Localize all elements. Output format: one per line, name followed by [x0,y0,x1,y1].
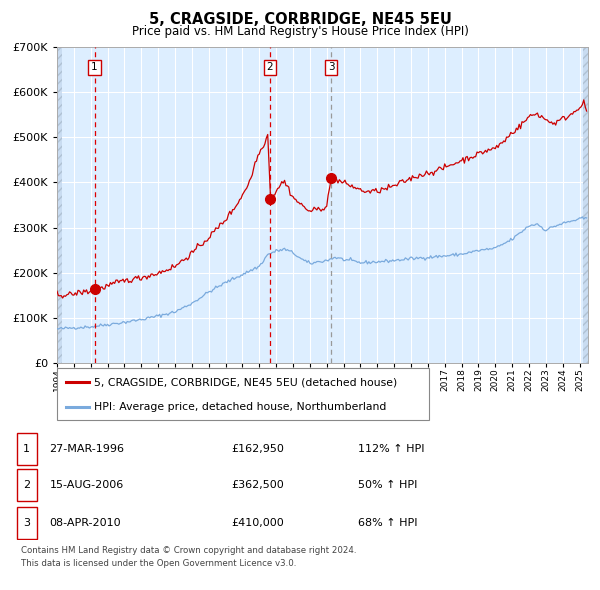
Text: 1: 1 [23,444,30,454]
Text: This data is licensed under the Open Government Licence v3.0.: This data is licensed under the Open Gov… [21,559,296,568]
Text: £162,950: £162,950 [231,444,284,454]
FancyBboxPatch shape [57,368,429,420]
Text: 3: 3 [23,518,30,528]
Text: 1: 1 [91,63,98,73]
Text: HPI: Average price, detached house, Northumberland: HPI: Average price, detached house, Nort… [94,402,386,412]
Bar [583,47,589,363]
Text: Price paid vs. HM Land Registry's House Price Index (HPI): Price paid vs. HM Land Registry's House … [131,25,469,38]
Text: £362,500: £362,500 [231,480,284,490]
Text: 5, CRAGSIDE, CORBRIDGE, NE45 5EU (detached house): 5, CRAGSIDE, CORBRIDGE, NE45 5EU (detach… [94,377,397,387]
Text: 50% ↑ HPI: 50% ↑ HPI [358,480,417,490]
Text: 68% ↑ HPI: 68% ↑ HPI [358,518,417,528]
Text: Contains HM Land Registry data © Crown copyright and database right 2024.: Contains HM Land Registry data © Crown c… [21,546,356,555]
Text: 2: 2 [266,63,273,73]
Text: 08-APR-2010: 08-APR-2010 [49,518,121,528]
Text: 27-MAR-1996: 27-MAR-1996 [49,444,124,454]
FancyBboxPatch shape [17,469,37,501]
Text: 5, CRAGSIDE, CORBRIDGE, NE45 5EU: 5, CRAGSIDE, CORBRIDGE, NE45 5EU [149,12,451,27]
Text: £410,000: £410,000 [231,518,284,528]
Text: 15-AUG-2006: 15-AUG-2006 [49,480,124,490]
FancyBboxPatch shape [17,507,37,539]
Text: 3: 3 [328,63,335,73]
Bar [57,47,62,363]
Text: 2: 2 [23,480,30,490]
Text: 112% ↑ HPI: 112% ↑ HPI [358,444,424,454]
FancyBboxPatch shape [17,433,37,465]
